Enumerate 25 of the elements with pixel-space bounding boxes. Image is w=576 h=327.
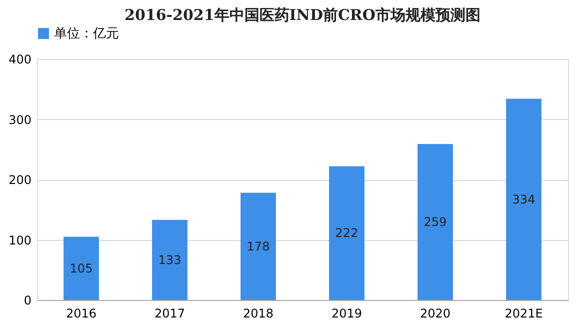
bar: [329, 166, 364, 300]
bar: [506, 98, 542, 300]
data-label: 178: [246, 239, 270, 254]
bar: [240, 192, 276, 300]
data-label: 222: [335, 226, 358, 240]
y-tick-label: 0: [24, 294, 32, 308]
x-tick-label: 2020: [420, 306, 451, 320]
data-label: 133: [158, 252, 182, 267]
x-tick-label: 2017: [154, 306, 186, 320]
bar: [152, 220, 188, 300]
x-tick-label: 2021E: [504, 306, 543, 320]
bar: [64, 236, 99, 300]
y-tick-label: 100: [8, 233, 32, 248]
y-tick-label: 400: [8, 52, 32, 66]
x-tick-label: 2019: [331, 306, 362, 320]
data-label: 259: [424, 214, 447, 229]
data-label: 334: [512, 192, 536, 206]
y-tick-label: 300: [8, 112, 32, 127]
x-tick-label: 2016: [66, 306, 97, 320]
legend-label: 单位：亿元: [54, 26, 119, 42]
chart-title: 2016-2021年中国医药IND前CRO市场规模预测图: [124, 6, 480, 24]
x-tick-label: 2018: [242, 306, 274, 320]
bar: [418, 144, 453, 300]
data-label: 105: [70, 261, 93, 276]
y-tick-label: 200: [8, 173, 32, 187]
